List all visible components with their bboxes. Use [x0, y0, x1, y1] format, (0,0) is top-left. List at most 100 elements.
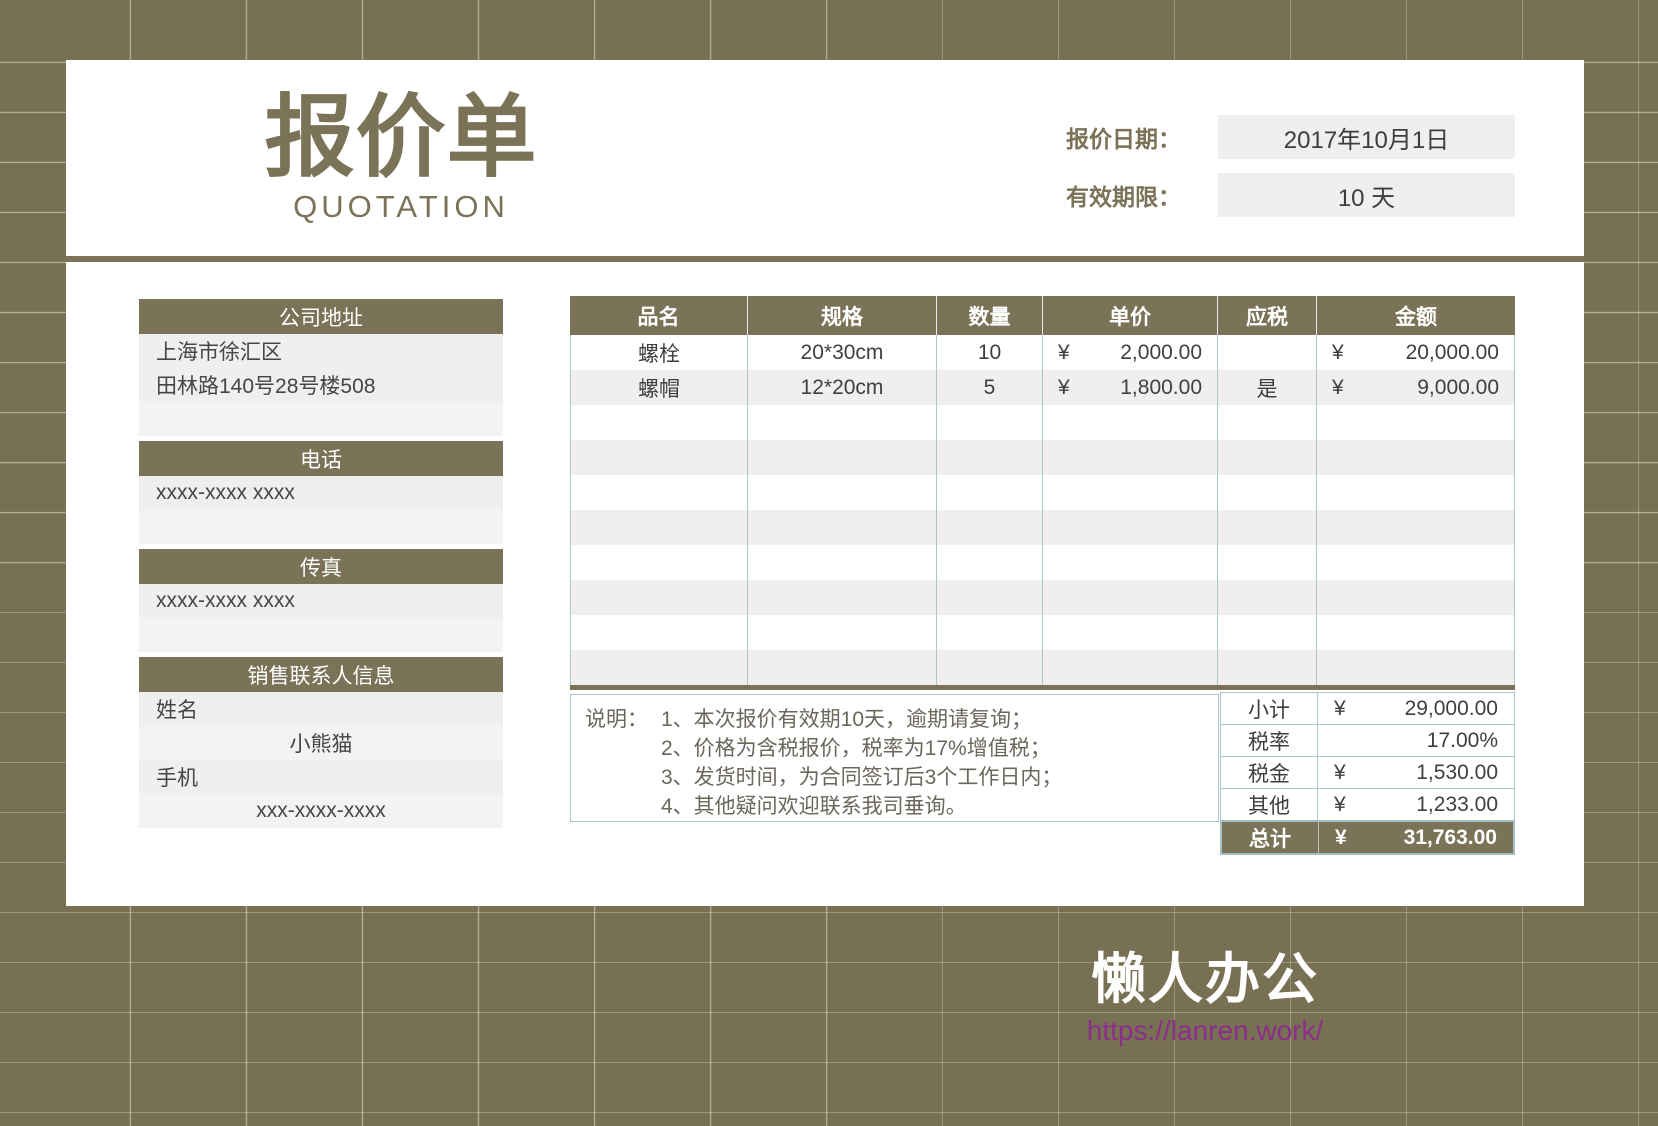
validity-label: 有效期限： [1066, 184, 1181, 210]
table-row[interactable]: 螺帽 12*20cm 5 ¥ 1,800.00 是 ¥ 9,000.00 [571, 370, 1514, 405]
currency-symbol: ¥ [1332, 375, 1344, 399]
cell-amount: ¥ 9,000.00 [1317, 370, 1514, 405]
address-line: 田林路140号28号楼508 [139, 368, 503, 402]
price-value: 1,800.00 [1120, 375, 1202, 399]
empty-table-row[interactable] [571, 475, 1514, 510]
col-header-amount: 金额 [1395, 305, 1437, 329]
empty-table-row[interactable] [571, 440, 1514, 475]
section-fax: 传真 xxxx-xxxx xxxx [139, 549, 503, 652]
subtotal-value-cell: ¥ 29,000.00 [1318, 693, 1514, 724]
price-value: 2,000.00 [1120, 340, 1202, 364]
currency-symbol: ¥ [1058, 340, 1070, 364]
col-header-price: 单价 [1043, 296, 1218, 335]
currency-symbol: ¥ [1058, 375, 1070, 399]
contact-mobile-label: 手机 [139, 760, 503, 794]
empty-table-row[interactable] [571, 545, 1514, 580]
title-block: 报价单 QUOTATION [231, 86, 571, 224]
section-header: 销售联系人信息 [139, 657, 503, 692]
note-text: 1、本次报价有效期10天，逾期请复询； [661, 708, 1033, 731]
summary-row-tax: 税金 ¥ 1,530.00 [1220, 756, 1515, 789]
taxrate-value: 17.00% [1426, 728, 1498, 752]
summary-row-subtotal: 小计 ¥ 29,000.00 [1220, 692, 1515, 725]
empty-table-row[interactable] [571, 405, 1514, 440]
subtotal-label: 小计 [1221, 693, 1318, 724]
contact-name-value: 小熊猫 [139, 726, 503, 760]
page-title: 报价单 [264, 88, 538, 188]
items-table: 品名 规格 数量 单价 应税 金额 螺栓 20*30cm 10 ¥ 2,000.… [570, 296, 1515, 685]
company-info-panel: 公司地址 上海市徐汇区 田林路140号28号楼508 电话 xxxx-xxxx … [139, 299, 503, 833]
total-value-cell: ¥ 31,763.00 [1319, 822, 1513, 853]
section-header: 传真 [139, 549, 503, 584]
col-header-qty: 数量 [937, 296, 1043, 335]
cell-name: 螺帽 [571, 370, 748, 405]
empty-table-row[interactable] [571, 650, 1514, 685]
note-line: 3、发货时间，为合同签订后3个工作日内； [571, 763, 1218, 792]
cell-taxable: 是 [1218, 370, 1317, 405]
website-link[interactable]: https://lanren.work/ [1086, 1015, 1324, 1046]
blank-row [139, 618, 503, 652]
note-text: 2、价格为含税报价，税率为17%增值税； [661, 737, 1051, 760]
header-divider [66, 256, 1584, 262]
brand-name: 懒人办公 [1090, 948, 1319, 1010]
quotation-sheet: 报价单 QUOTATION 报价日期： 2017年10月1日 有效期限： 10 … [66, 60, 1584, 906]
cell-spec: 12*20cm [748, 370, 937, 405]
table-bottom-rule [570, 685, 1515, 690]
cell-amount: ¥ 20,000.00 [1317, 335, 1514, 370]
blank-row [139, 402, 503, 436]
footer: 懒人办公 https://lanren.work/ [950, 948, 1460, 1047]
summary-panel: 小计 ¥ 29,000.00 税率 17.00% 税金 ¥ 1,530.00 其… [1220, 692, 1515, 855]
cell-taxable [1218, 335, 1317, 370]
tax-value-cell: ¥ 1,530.00 [1318, 757, 1514, 788]
cell-qty: 5 [937, 370, 1043, 405]
page-subtitle: QUOTATION [293, 189, 509, 224]
fax-value: xxxx-xxxx xxxx [139, 584, 503, 618]
blank-row [139, 510, 503, 544]
currency-symbol: ¥ [1332, 340, 1344, 364]
note-text: 4、其他疑问欢迎联系我司垂询。 [661, 795, 967, 818]
section-sales-contact: 销售联系人信息 姓名 小熊猫 手机 xxx-xxxx-xxxx [139, 657, 503, 828]
empty-table-row[interactable] [571, 510, 1514, 545]
empty-table-row[interactable] [571, 580, 1514, 615]
phone-value: xxxx-xxxx xxxx [139, 476, 503, 510]
table-header-row: 品名 规格 数量 单价 应税 金额 [570, 296, 1515, 335]
col-header-taxable: 应税 [1218, 296, 1317, 335]
col-header-name: 品名 [570, 296, 748, 335]
table-row[interactable]: 螺栓 20*30cm 10 ¥ 2,000.00 ¥ 20,000.00 [571, 335, 1514, 370]
other-label: 其他 [1221, 789, 1318, 820]
cell-spec: 20*30cm [748, 335, 937, 370]
total-label: 总计 [1222, 822, 1319, 853]
amount-value: 20,000.00 [1405, 340, 1499, 364]
note-line: 说明： 1、本次报价有效期10天，逾期请复询； [571, 705, 1218, 734]
validity-value[interactable]: 10 天 [1218, 173, 1515, 217]
address-line: 上海市徐汇区 [139, 334, 503, 368]
notes-box: 说明： 1、本次报价有效期10天，逾期请复询； 2、价格为含税报价，税率为17%… [570, 694, 1219, 822]
quote-date-value[interactable]: 2017年10月1日 [1218, 115, 1515, 159]
contact-mobile-value: xxx-xxxx-xxxx [139, 794, 503, 828]
subtotal-value: 29,000.00 [1404, 696, 1498, 720]
cell-qty: 10 [937, 335, 1043, 370]
notes-label: 说明： [585, 708, 648, 731]
note-line: 2、价格为含税报价，税率为17%增值税； [571, 734, 1218, 763]
empty-table-row[interactable] [571, 615, 1514, 650]
taxrate-label: 税率 [1221, 725, 1318, 756]
summary-row-other: 其他 ¥ 1,233.00 [1220, 788, 1515, 821]
summary-row-total: 总计 ¥ 31,763.00 [1220, 820, 1515, 855]
other-value-cell: ¥ 1,233.00 [1318, 789, 1514, 820]
currency-symbol: ¥ [1334, 760, 1346, 784]
currency-symbol: ¥ [1334, 792, 1346, 816]
currency-symbol: ¥ [1335, 825, 1347, 849]
tax-label: 税金 [1221, 757, 1318, 788]
table-body: 螺栓 20*30cm 10 ¥ 2,000.00 ¥ 20,000.00 螺帽 … [570, 335, 1515, 685]
section-header: 公司地址 [139, 299, 503, 334]
section-header: 电话 [139, 441, 503, 476]
quote-date-label: 报价日期： [1066, 126, 1181, 152]
cell-price: ¥ 1,800.00 [1043, 370, 1218, 405]
section-company-address: 公司地址 上海市徐汇区 田林路140号28号楼508 [139, 299, 503, 436]
tax-value: 1,530.00 [1416, 760, 1498, 784]
summary-row-taxrate: 税率 17.00% [1220, 724, 1515, 757]
quote-date-field: 报价日期： 2017年10月1日 [946, 115, 1515, 159]
other-value: 1,233.00 [1416, 792, 1498, 816]
currency-symbol: ¥ [1334, 696, 1346, 720]
cell-name: 螺栓 [571, 335, 748, 370]
